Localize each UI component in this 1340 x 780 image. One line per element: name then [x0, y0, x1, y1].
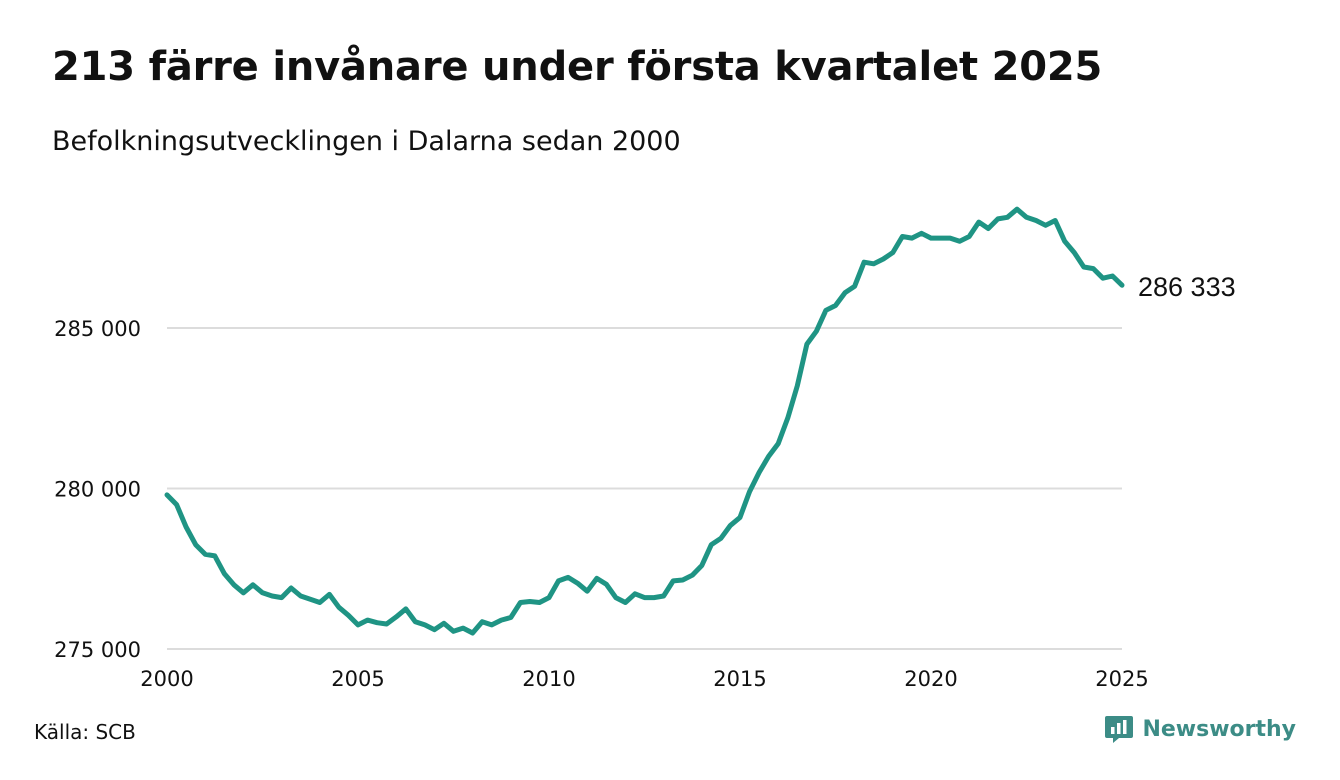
x-tick-label: 2005 — [331, 667, 384, 691]
chart-subtitle: Befolkningsutvecklingen i Dalarna sedan … — [52, 126, 681, 157]
end-value-label: 286 333 — [1138, 272, 1236, 302]
brand-name: Newsworthy — [1142, 716, 1296, 742]
x-tick-label: 2000 — [140, 667, 193, 691]
x-tick-label: 2010 — [522, 667, 575, 691]
brand-logo[interactable]: Newsworthy — [1104, 714, 1296, 744]
series-line-group — [164, 206, 1125, 636]
series-line — [164, 206, 1125, 636]
newsworthy-logo-icon — [1105, 716, 1134, 743]
y-tick-label: 285 000 — [54, 317, 141, 341]
y-axis-tick-labels: 275 000 280 000 285 000 — [54, 317, 141, 662]
end-label-group: 286 333 — [1138, 272, 1236, 302]
x-tick-label: 2015 — [713, 667, 766, 691]
chart-title: 213 färre invånare under första kvartale… — [52, 44, 1103, 90]
source-note: Källa: SCB — [34, 720, 136, 744]
y-tick-label: 280 000 — [54, 478, 141, 502]
x-tick-label: 2025 — [1095, 667, 1148, 691]
series-points — [167, 209, 1122, 633]
x-axis-tick-labels: 2000 2005 2010 2015 2020 2025 — [140, 667, 1148, 691]
y-tick-label: 275 000 — [54, 638, 141, 662]
gridlines — [167, 327, 1122, 650]
x-tick-label: 2020 — [904, 667, 957, 691]
